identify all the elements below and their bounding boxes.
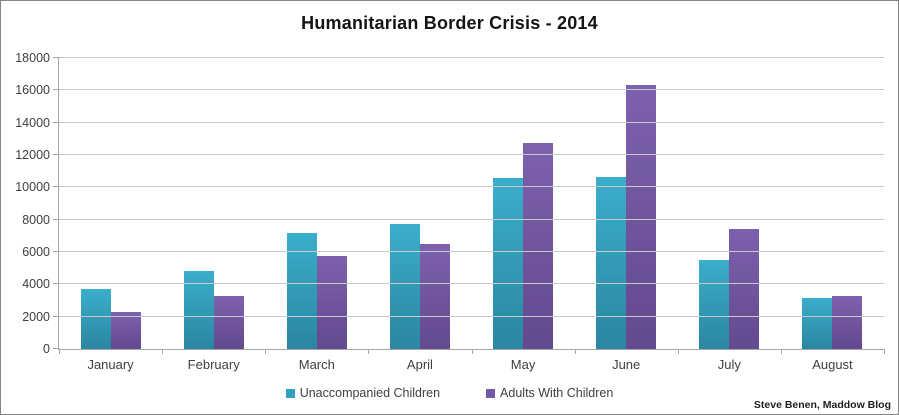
y-axis-label: 2000 [22, 309, 50, 324]
bar-adults-with-children [316, 255, 347, 349]
bar-adults-with-children [213, 295, 244, 349]
y-axis-tick [53, 121, 59, 123]
bar-group-july [678, 58, 781, 349]
gridline [59, 186, 884, 188]
y-axis-tick [53, 89, 59, 91]
x-axis-tick [780, 349, 782, 354]
chart-title: Humanitarian Border Crisis - 2014 [301, 13, 598, 33]
bar-adults-with-children [729, 229, 760, 349]
gridline [59, 315, 884, 317]
y-axis-label: 14000 [15, 115, 50, 130]
bar-group-may [472, 58, 575, 349]
y-axis-tick [53, 283, 59, 285]
x-axis-tick [884, 349, 885, 354]
legend-label: Unaccompanied Children [299, 386, 441, 400]
x-axis-label: May [510, 357, 536, 372]
gridline [59, 251, 884, 252]
y-axis-tick [53, 57, 59, 58]
gridline [59, 89, 884, 91]
bar-unaccompanied-children [802, 298, 833, 349]
legend-swatch-icon [285, 388, 295, 398]
x-axis-labels: January February March April May June July Augu… [59, 357, 884, 372]
y-axis-label: 10000 [15, 180, 50, 195]
bar-unaccompanied-children [699, 260, 730, 349]
y-axis-label: 0 [43, 342, 50, 356]
attribution-text: Steve Benen, Maddow Blog [753, 399, 891, 411]
x-axis-label: January [87, 357, 134, 372]
y-axis-tick [53, 348, 59, 349]
plot-area: January February March April May June July Augu… [15, 51, 885, 372]
bar-adults-with-children [419, 243, 450, 349]
legend-item-adults-with-children: Adults With Children [486, 386, 613, 400]
y-axis-tick [53, 218, 59, 220]
bar-adults-with-children [832, 295, 863, 349]
x-axis-label: August [812, 357, 853, 372]
x-axis-tick [677, 349, 679, 354]
bar-group-march [265, 58, 368, 349]
x-axis-label: February [187, 357, 240, 372]
bar-unaccompanied-children [80, 289, 111, 349]
bar-adults-with-children [523, 142, 554, 349]
legend: Unaccompanied Children Adults With Childr… [1, 386, 898, 400]
x-axis-tick [265, 349, 267, 354]
y-axis-label: 8000 [22, 212, 50, 227]
y-axis-tick [53, 315, 59, 317]
legend-item-unaccompanied-children: Unaccompanied Children [285, 386, 441, 400]
legend-swatch-icon [486, 388, 496, 398]
gridline [59, 121, 884, 123]
bar-adults-with-children [110, 312, 141, 349]
x-axis-tick [574, 349, 576, 354]
x-axis-tick [162, 349, 164, 354]
x-axis-label: July [717, 357, 741, 372]
x-axis-label: June [612, 357, 641, 372]
bar-group-august [781, 58, 884, 349]
bar-unaccompanied-children [493, 178, 524, 349]
bar-group-june [575, 58, 678, 349]
bar-unaccompanied-children [286, 233, 317, 349]
bar-adults-with-children [626, 85, 657, 349]
x-axis-label: March [298, 357, 335, 372]
gridline [59, 283, 884, 285]
x-axis-label: April [406, 357, 433, 372]
y-axis-label: 18000 [15, 51, 50, 65]
y-axis-tick [53, 251, 59, 252]
bar-group-january [59, 58, 162, 349]
bar-unaccompanied-children [389, 224, 420, 349]
gridline [59, 218, 884, 220]
bar-group-february [162, 58, 265, 349]
y-axis-label: 6000 [22, 245, 50, 259]
plot-groups [59, 58, 884, 349]
gridline [59, 154, 884, 155]
x-axis-tick [59, 349, 60, 354]
x-axis-tick [368, 349, 370, 354]
bar-group-april [368, 58, 471, 349]
y-axis-label: 4000 [22, 277, 50, 292]
gridline [59, 57, 884, 58]
y-axis-tick [53, 154, 59, 155]
bar-unaccompanied-children [596, 177, 627, 349]
y-axis-tick [53, 186, 59, 188]
y-axis-label: 16000 [15, 83, 50, 98]
y-axis-label: 12000 [15, 148, 50, 162]
legend-label: Adults With Children [500, 386, 614, 400]
x-axis-tick [471, 349, 473, 354]
